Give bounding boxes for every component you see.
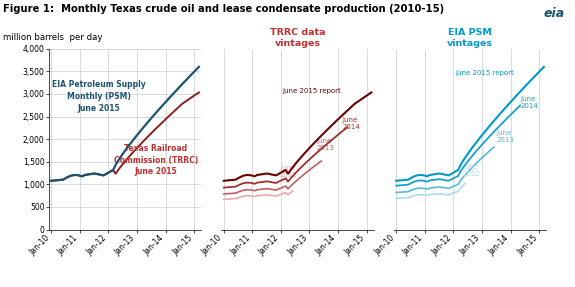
Text: June
2014: June 2014 — [343, 117, 361, 130]
Text: June
2013: June 2013 — [496, 130, 514, 143]
Text: EIA Petroleum Supply
Monthly (PSM)
June 2015: EIA Petroleum Supply Monthly (PSM) June … — [52, 80, 145, 113]
Text: Figure 1:  Monthly Texas crude oil and lease condensate production (2010-15): Figure 1: Monthly Texas crude oil and le… — [3, 4, 444, 14]
Title: EIA PSM
vintages: EIA PSM vintages — [447, 28, 493, 48]
Text: million barrels  per day: million barrels per day — [3, 33, 102, 42]
Text: June
2012: June 2012 — [463, 164, 481, 177]
Text: June 2015 report: June 2015 report — [282, 88, 341, 94]
Text: eia: eia — [543, 7, 565, 20]
Text: June
2013: June 2013 — [317, 138, 335, 151]
Text: June
2014: June 2014 — [520, 96, 538, 109]
Text: Texas Railroad
Commission (TRRC)
June 2015: Texas Railroad Commission (TRRC) June 20… — [114, 144, 198, 176]
Text: June
2012: June 2012 — [279, 165, 297, 178]
Text: June 2015 report: June 2015 report — [455, 70, 513, 76]
Title: TRRC data
vintages: TRRC data vintages — [270, 28, 325, 48]
